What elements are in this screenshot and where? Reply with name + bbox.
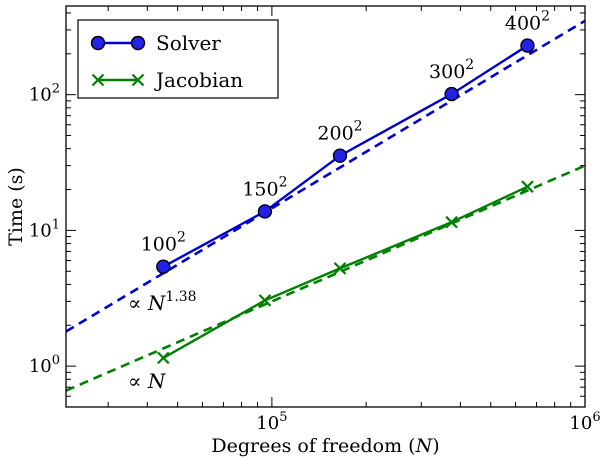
- fit-line: [66, 19, 585, 333]
- legend-label: Jacobian: [154, 68, 243, 92]
- data-point-x-stroke: [521, 180, 534, 193]
- data-point-x-stroke: [91, 73, 105, 87]
- point-label: 1002: [141, 230, 186, 256]
- y-tick-label: 101: [29, 217, 60, 241]
- data-point-x-stroke: [131, 73, 145, 87]
- data-point-x-stroke: [333, 262, 347, 275]
- fit-line: [66, 164, 585, 392]
- data-point-circle: [444, 86, 459, 102]
- y-tick-label: 102: [29, 82, 60, 106]
- fit-label: ∝ N1.38: [128, 289, 197, 315]
- data-point-x: [333, 262, 347, 275]
- data-point-x: [157, 351, 170, 365]
- data-point-circle: [156, 259, 171, 274]
- fit-lines: [66, 19, 585, 392]
- legend-label: Solver: [156, 31, 221, 55]
- x-axis-label: Degrees of freedom (N): [211, 435, 439, 457]
- legend: Solver Jacobian: [77, 19, 279, 99]
- point-label: 1502: [242, 174, 287, 200]
- x-axis-label-text: Degrees of freedom (: [211, 435, 415, 457]
- data-point-x-stroke: [157, 351, 170, 365]
- x-axis-label-var: N: [415, 435, 434, 457]
- point-label: 4002: [505, 9, 550, 35]
- point-label: 2002: [317, 119, 362, 145]
- legend-box: [77, 19, 279, 99]
- data-point-x: [131, 73, 145, 87]
- x-tick-label: 105: [256, 410, 287, 434]
- y-axis-label: Time (s): [5, 167, 27, 246]
- data-point-x: [258, 294, 272, 307]
- data-point-circle: [257, 204, 273, 219]
- data-point-x: [445, 215, 458, 229]
- point-label: 3002: [429, 57, 474, 83]
- x-axis-label-close: ): [432, 435, 439, 457]
- axis-ticks: 105 106 100 101 102: [29, 6, 600, 434]
- data-point-x: [91, 73, 105, 87]
- data-point-x-stroke: [258, 294, 272, 307]
- y-tick-label: 100: [29, 353, 60, 377]
- point-labels: ∝ N1.38 ∝ N 1002 1502 2002 3002 4002: [128, 9, 550, 393]
- data-point-x-stroke: [445, 215, 458, 229]
- plot-frame: [65, 5, 586, 408]
- x-tick-label: 106: [569, 410, 600, 434]
- data-series: [156, 38, 535, 365]
- data-point-circle: [332, 148, 348, 163]
- data-point-circle: [130, 35, 146, 51]
- data-point-circle: [520, 38, 535, 53]
- fit-label: ∝ N: [128, 369, 167, 393]
- data-point-circle: [90, 35, 106, 51]
- data-point-x: [521, 180, 534, 193]
